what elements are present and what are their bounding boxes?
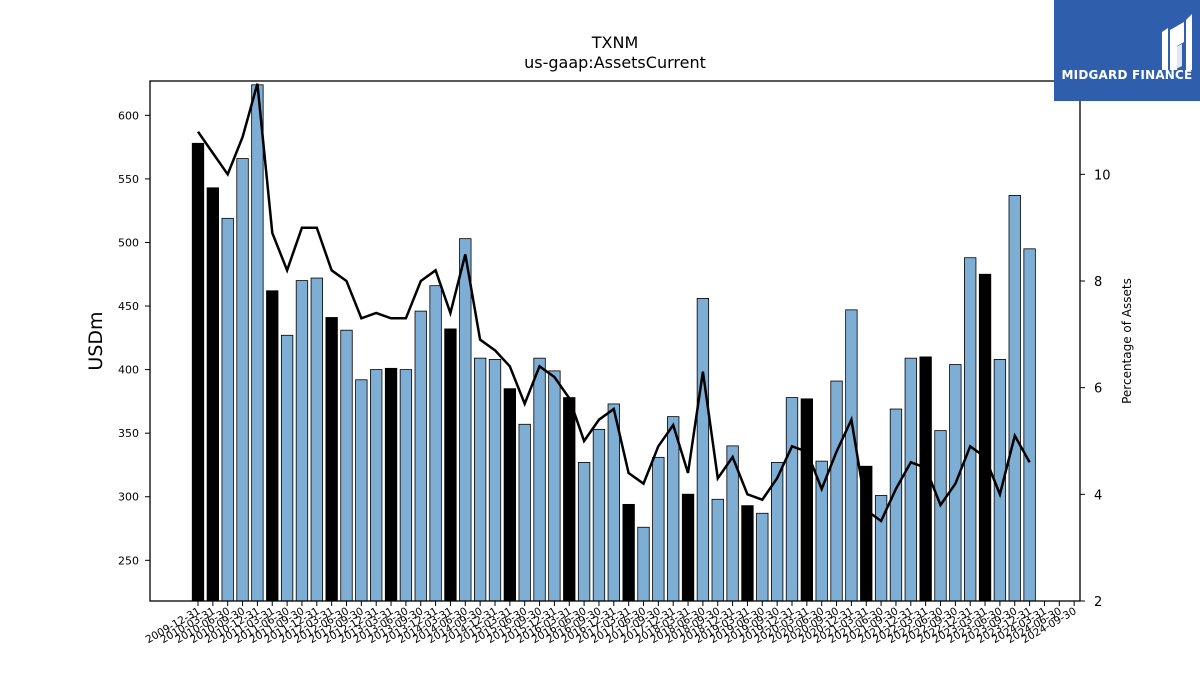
- y-axis-label: USDm: [85, 311, 107, 370]
- bar: [325, 317, 338, 602]
- bar: [488, 359, 502, 602]
- chart-subtitle: us-gaap:AssetsCurrent: [524, 53, 706, 72]
- y-tick-label: 600: [118, 109, 139, 122]
- bar: [889, 408, 903, 602]
- bar: [251, 84, 264, 602]
- bar: [667, 416, 680, 602]
- bar: [444, 328, 457, 602]
- y-tick-label: 350: [118, 427, 139, 440]
- bar: [711, 498, 724, 602]
- bar: [399, 369, 413, 602]
- y2-tick-label: 6: [1094, 382, 1102, 397]
- bar: [652, 456, 665, 602]
- y2-tick-label: 10: [1094, 168, 1111, 183]
- bar: [206, 187, 220, 602]
- bar: [384, 367, 398, 602]
- bar: [280, 334, 294, 602]
- bar: [1008, 195, 1021, 602]
- bar: [845, 309, 858, 602]
- series-line: [196, 83, 1031, 523]
- bar: [355, 379, 368, 602]
- bar: [191, 142, 205, 602]
- bar: [904, 357, 917, 602]
- bar: [681, 493, 695, 602]
- y2-tick-label: 8: [1094, 275, 1102, 290]
- bar: [548, 370, 561, 602]
- y-tick-label: 300: [118, 491, 139, 504]
- bar: [607, 403, 620, 602]
- bar: [978, 273, 992, 602]
- bar: [637, 526, 650, 602]
- y-tick-label: 400: [118, 364, 139, 377]
- bar: [934, 430, 947, 602]
- bar: [340, 329, 353, 602]
- bar: [473, 357, 487, 602]
- bar: [563, 397, 576, 602]
- y2-axis-label: Percentage of Assets: [1120, 278, 1134, 404]
- midgard-finance-logo: MIDGARD FINANCE: [1054, 0, 1200, 101]
- bar: [741, 505, 754, 602]
- bar: [295, 280, 309, 602]
- bar: [518, 423, 531, 602]
- bar: [622, 503, 635, 602]
- y2-tick-label: 2: [1094, 595, 1102, 610]
- bar: [1023, 248, 1036, 602]
- bar: [800, 398, 813, 602]
- bar: [221, 217, 234, 602]
- bar: [429, 285, 442, 602]
- bar: [592, 428, 606, 602]
- y2-tick-label: 4: [1094, 488, 1102, 503]
- bar: [503, 388, 517, 602]
- bar: [533, 357, 546, 602]
- bar: [785, 397, 799, 602]
- y-tick-label: 450: [118, 300, 139, 313]
- chart-title: TXNM: [591, 33, 639, 52]
- bar: [266, 290, 279, 602]
- bar: [459, 238, 472, 602]
- bar: [696, 298, 710, 602]
- bar: [577, 462, 591, 602]
- brand-name: MIDGARD FINANCE: [1061, 68, 1193, 82]
- bar: [964, 257, 977, 602]
- bar: [370, 369, 383, 602]
- bar: [756, 512, 769, 602]
- bar: [310, 277, 323, 602]
- midgard-logo-icon: [1162, 14, 1192, 70]
- y-tick-label: 550: [118, 173, 139, 186]
- bar: [414, 310, 427, 602]
- plot-frame: [149, 80, 1081, 602]
- y-tick-label: 500: [118, 236, 139, 249]
- y-tick-label: 250: [118, 554, 139, 567]
- bar: [236, 158, 249, 602]
- bar: [830, 380, 843, 602]
